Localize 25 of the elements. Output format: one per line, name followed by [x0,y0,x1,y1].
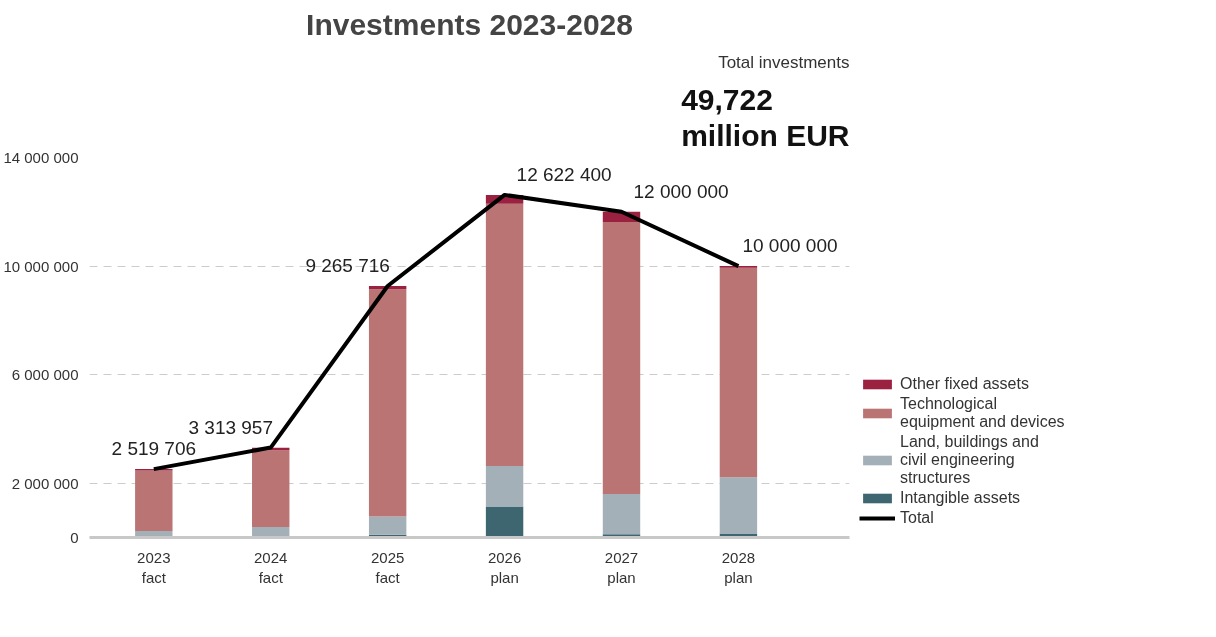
x-tick-label: 2027 plan [604,548,639,586]
data-label: 12 622 400 [516,163,612,185]
legend-label: Intangible assets [900,489,1021,507]
x-tick-label: 2025 fact [370,548,405,586]
data-label: 10 000 000 [742,235,838,257]
data-label: 9 265 716 [305,255,390,276]
y-tick-label: 14 000 000 [3,149,79,166]
legend-label: Land, buildings and civil engineering structures [900,433,1039,487]
x-tick-label: 2024 fact [254,548,288,586]
text: Total investments [718,52,850,72]
y-tick-label: 10 000 000 [3,257,79,275]
legend-label: Total [900,509,934,527]
data-label: 2 519 706 [111,438,197,460]
legend-label: Technological equipment and devices [900,395,1065,431]
x-tick-label: 2026 plan [487,548,522,586]
text: 49,722 million EUR [681,83,850,153]
legend-label: Other fixed assets [900,375,1029,393]
x-tick-label: 2023 fact [137,548,171,586]
data-label: 3 313 957 [188,416,273,438]
x-tick-label: 2028 plan [721,548,756,586]
y-tick-label: 0 [70,529,79,546]
chart-title: Investments 2023-2028 [306,7,633,41]
y-tick-label: 2 000 000 [11,474,79,492]
data-label: 12 000 000 [633,180,729,202]
y-tick-label: 6 000 000 [11,366,79,384]
